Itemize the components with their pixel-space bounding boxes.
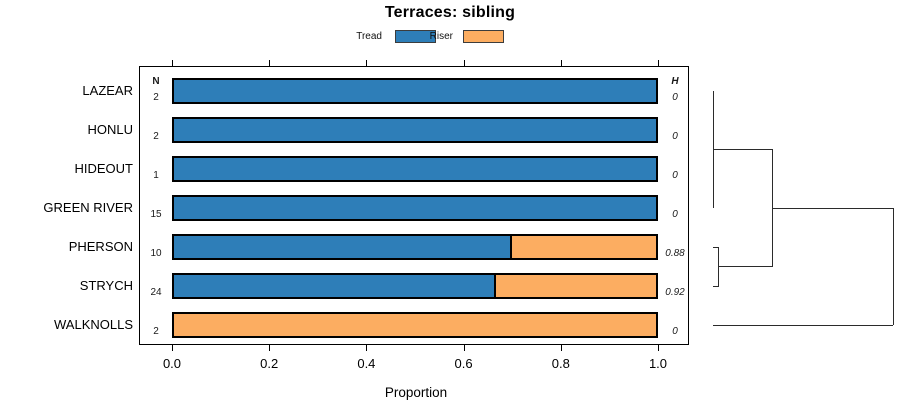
h-value: 0.92 xyxy=(665,287,685,298)
x-axis-title: Proportion xyxy=(384,385,448,400)
x-axis-tick-label: 0.2 xyxy=(260,356,279,371)
x-axis-tick-top xyxy=(172,60,173,66)
dendrogram-hline xyxy=(713,149,773,150)
x-axis-tick-bottom xyxy=(463,345,465,351)
h-value: 0 xyxy=(672,209,678,220)
x-axis-tick-top xyxy=(463,60,465,66)
bar-segment-riser xyxy=(172,312,658,338)
x-axis-tick-bottom xyxy=(366,345,368,351)
y-axis-category-label: HIDEOUT xyxy=(74,161,134,176)
x-axis-tick-bottom xyxy=(269,345,271,351)
dendrogram-hline xyxy=(713,246,719,248)
h-value: 0 xyxy=(672,326,678,337)
y-axis-category-label: WALKNOLLS xyxy=(54,317,133,332)
h-value: 0.88 xyxy=(665,248,685,259)
x-axis-tick-top xyxy=(658,60,659,66)
bar-segment-tread xyxy=(172,273,496,299)
x-axis-tick-top xyxy=(269,60,271,66)
x-axis-tick-label: 0.0 xyxy=(162,356,182,371)
x-axis-tick-label: 0.6 xyxy=(454,356,473,371)
dendrogram-vline xyxy=(892,208,894,325)
y-axis-category-label: GREEN RIVER xyxy=(43,200,133,215)
y-axis-category-label: STRYCH xyxy=(79,278,133,293)
y-axis-category-label: PHERSON xyxy=(68,239,133,254)
dendrogram-hline xyxy=(713,285,719,287)
y-axis-category-label: LAZEAR xyxy=(82,83,133,98)
bar-segment-tread xyxy=(172,234,512,260)
bar-segment-tread xyxy=(172,156,658,182)
h-value: 0 xyxy=(672,131,678,142)
bar-segment-tread xyxy=(172,78,658,104)
dendrogram-hline xyxy=(713,188,714,189)
bar-segment-tread xyxy=(172,195,658,221)
x-axis-tick-label: 0.8 xyxy=(551,356,570,371)
legend-label-riser: Riser xyxy=(429,31,453,42)
n-value: 2 xyxy=(153,131,159,142)
h-column-header: H xyxy=(671,76,679,87)
h-value: 0 xyxy=(672,170,678,181)
legend-swatch-riser xyxy=(463,30,504,43)
bar-segment-riser xyxy=(510,234,658,260)
n-value: 24 xyxy=(150,287,162,298)
bar-segment-tread xyxy=(172,117,658,143)
chart-title: Terraces: sibling xyxy=(384,4,516,21)
dendrogram-hline xyxy=(718,266,773,267)
n-value: 10 xyxy=(150,248,162,259)
x-axis-tick-bottom xyxy=(560,345,562,351)
x-axis-tick-bottom xyxy=(658,345,659,351)
bar-segment-riser xyxy=(494,273,658,299)
dendrogram-hline xyxy=(713,324,893,326)
x-axis-tick-label: 1.0 xyxy=(648,356,668,371)
plot-box xyxy=(139,66,689,345)
n-value: 1 xyxy=(153,170,159,181)
x-axis-tick-label: 0.4 xyxy=(357,356,376,371)
n-value: 15 xyxy=(150,209,162,220)
legend-label-tread: Tread xyxy=(356,31,382,42)
dendrogram-hline xyxy=(772,207,893,209)
legend-swatch-tread xyxy=(395,30,436,43)
h-value: 0 xyxy=(672,92,678,103)
y-axis-category-label: HONLU xyxy=(87,122,133,137)
n-value: 2 xyxy=(153,92,159,103)
n-value: 2 xyxy=(153,326,159,337)
x-axis-tick-top xyxy=(366,60,368,66)
x-axis-tick-top xyxy=(560,60,562,66)
x-axis-tick-bottom xyxy=(172,345,173,351)
n-column-header: N xyxy=(152,76,160,87)
